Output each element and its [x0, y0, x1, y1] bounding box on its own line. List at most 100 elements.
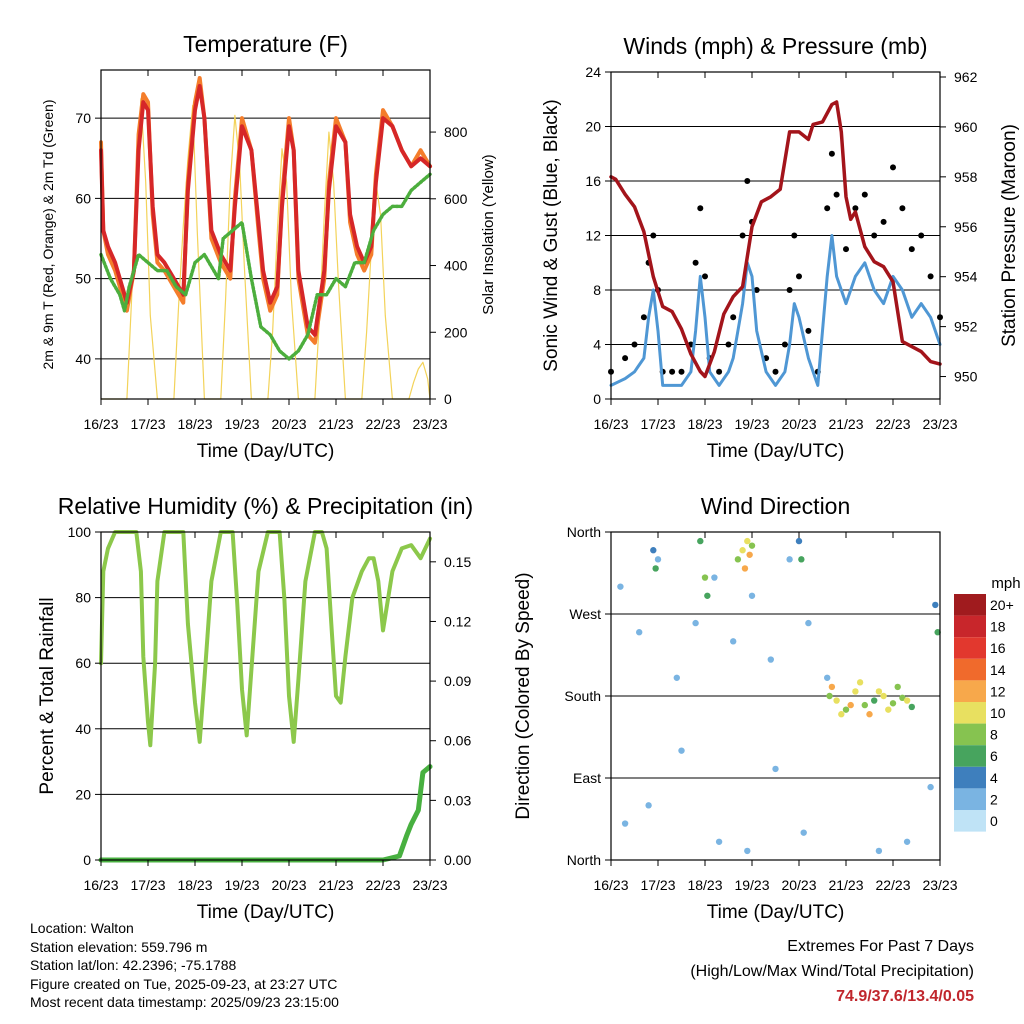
- x-tick-label: 20/23: [781, 416, 816, 432]
- y-tick-label: 24: [585, 64, 601, 80]
- rainfall-line: [98, 764, 433, 863]
- sonic-wind-line: [609, 234, 942, 387]
- legend-swatch: [954, 658, 986, 681]
- y-tick-label: North: [567, 852, 601, 868]
- y2-tick-label: 952: [954, 319, 978, 335]
- direction-point: [678, 747, 685, 754]
- y-axis-label: Sonic Wind & Gust (Blue, Black): [541, 99, 562, 371]
- direction-point: [824, 674, 831, 681]
- x-tick-label: 16/23: [83, 416, 118, 432]
- direction-point: [650, 547, 657, 554]
- x-tick-label: 20/23: [781, 877, 816, 893]
- direction-point: [856, 679, 864, 686]
- x-tick-label: 18/23: [177, 416, 212, 432]
- x-tick-label: 23/23: [412, 416, 447, 432]
- y-tick-label: 70: [75, 110, 91, 126]
- direction-point: [899, 694, 906, 702]
- y2-tick-label: 0: [444, 391, 452, 407]
- x-tick-label: 20/23: [271, 877, 306, 893]
- gust-points: [918, 232, 925, 239]
- direction-point: [652, 565, 659, 572]
- direction-point: [889, 700, 897, 707]
- gust-points: [805, 327, 812, 334]
- direction-point: [772, 765, 779, 773]
- gust-points: [730, 314, 737, 321]
- direction-point: [730, 638, 737, 645]
- humidity-panel: Relative Humidity (%) & Precipitation (i…: [37, 493, 473, 923]
- gust-points: [772, 368, 779, 375]
- y2-tick-label: 800: [444, 124, 468, 140]
- gust-points: [828, 150, 835, 157]
- y-tick-label: 20: [585, 119, 601, 135]
- y2-tick-label: 0.12: [444, 613, 471, 629]
- direction-point: [805, 619, 812, 627]
- legend-swatch: [954, 702, 986, 724]
- y2-tick-label: 0.06: [444, 733, 471, 749]
- y-tick-label: 8: [593, 282, 601, 298]
- direction-point: [838, 711, 845, 718]
- legend-title: mph: [991, 575, 1020, 592]
- gust-points: [725, 341, 732, 348]
- direction-point: [852, 688, 859, 695]
- direction-point: [746, 551, 753, 558]
- direction-point: [795, 537, 803, 545]
- gust-points: [843, 246, 849, 253]
- legend-swatch: [954, 637, 986, 659]
- extremes-block: Extremes For Past 7 Days (High/Low/Max W…: [690, 934, 974, 1009]
- y-tick-label: East: [573, 770, 601, 786]
- gust-points: [716, 368, 723, 375]
- legend-swatch: [954, 788, 986, 810]
- direction-point: [715, 838, 723, 845]
- gust-points: [622, 355, 629, 362]
- latlon-text: Station lat/lon: 42.2396; -75.1788: [30, 957, 237, 973]
- direction-point: [692, 619, 699, 627]
- y2-tick-label: 200: [444, 324, 468, 340]
- x-tick-label: 19/23: [224, 416, 259, 432]
- gust-points: [786, 287, 793, 293]
- gust-points: [861, 191, 868, 198]
- y-axis-label: 2m & 9m T (Red, Orange) & 2m Td (Green): [40, 100, 56, 370]
- x-tick-label: 22/23: [365, 877, 400, 893]
- gust-points: [796, 273, 802, 280]
- direction-point: [903, 697, 911, 704]
- y2-tick-label: 950: [954, 369, 978, 385]
- x-tick-label: 20/23: [271, 416, 306, 432]
- legend-label: 0: [990, 813, 998, 829]
- location-text: Location: Walton: [30, 920, 134, 936]
- dewpoint-line: [99, 172, 432, 361]
- y2-axis-label: Station Pressure (Maroon): [999, 124, 1020, 347]
- legend-label: 14: [990, 662, 1006, 678]
- 2m-temperature-line: [99, 84, 432, 337]
- direction-point: [711, 574, 718, 581]
- direction-point: [828, 683, 836, 691]
- winds-panel: Winds (mph) & Pressure (mb) 16/23 17/23 18/…: [541, 33, 1020, 462]
- y-tick-label: West: [569, 606, 601, 622]
- legend-swatch: [954, 615, 986, 638]
- direction-point: [636, 629, 643, 636]
- y-tick-label: 60: [75, 190, 91, 206]
- direction-point: [903, 838, 911, 845]
- gust-points: [833, 191, 840, 198]
- y-tick-label: 12: [585, 228, 601, 244]
- direction-point: [748, 542, 756, 549]
- direction-point: [880, 692, 887, 700]
- legend-swatch: [954, 723, 986, 746]
- direction-point: [645, 802, 652, 809]
- gust-points: [880, 218, 887, 225]
- direction-point: [744, 537, 751, 545]
- legend-label: 20+: [990, 597, 1014, 613]
- direction-point: [927, 783, 934, 791]
- legend-swatch: [954, 766, 986, 789]
- direction-point: [741, 565, 749, 572]
- y-tick-label: 0: [83, 852, 91, 868]
- y2-tick-label: 0.15: [444, 554, 471, 570]
- direction-point: [826, 692, 833, 700]
- legend-swatch: [954, 810, 986, 832]
- recent-timestamp-text: Most recent data timestamp: 2025/09/23 2…: [30, 994, 339, 1010]
- relative-humidity-line: [99, 530, 432, 748]
- x-tick-label: 21/23: [828, 877, 863, 893]
- gust-points: [871, 232, 878, 239]
- y2-tick-label: 0.03: [444, 792, 471, 808]
- gust-points: [791, 232, 798, 239]
- y-tick-label: 40: [75, 351, 91, 367]
